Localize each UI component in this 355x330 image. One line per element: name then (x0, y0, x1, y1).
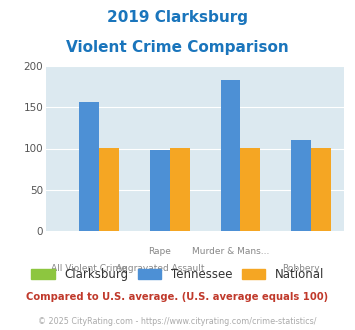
Text: © 2025 CityRating.com - https://www.cityrating.com/crime-statistics/: © 2025 CityRating.com - https://www.city… (38, 317, 317, 326)
Bar (99, 148, 119, 231)
Text: Murder & Mans...: Murder & Mans... (192, 248, 269, 256)
Bar (150, 150, 170, 231)
Text: Compared to U.S. average. (U.S. average equals 100): Compared to U.S. average. (U.S. average … (26, 292, 329, 302)
Bar (170, 148, 190, 231)
Bar (80, 102, 99, 231)
Text: Robbery: Robbery (282, 264, 320, 273)
Text: Violent Crime Comparison: Violent Crime Comparison (66, 40, 289, 54)
Bar (240, 148, 260, 231)
Bar (311, 148, 331, 231)
Bar (221, 80, 240, 231)
Legend: Clarksburg, Tennessee, National: Clarksburg, Tennessee, National (26, 263, 329, 286)
Bar (291, 140, 311, 231)
Text: Rape: Rape (148, 248, 171, 256)
Text: Aggravated Assault: Aggravated Assault (116, 264, 204, 273)
Text: All Violent Crime: All Violent Crime (51, 264, 127, 273)
Text: 2019 Clarksburg: 2019 Clarksburg (107, 10, 248, 25)
